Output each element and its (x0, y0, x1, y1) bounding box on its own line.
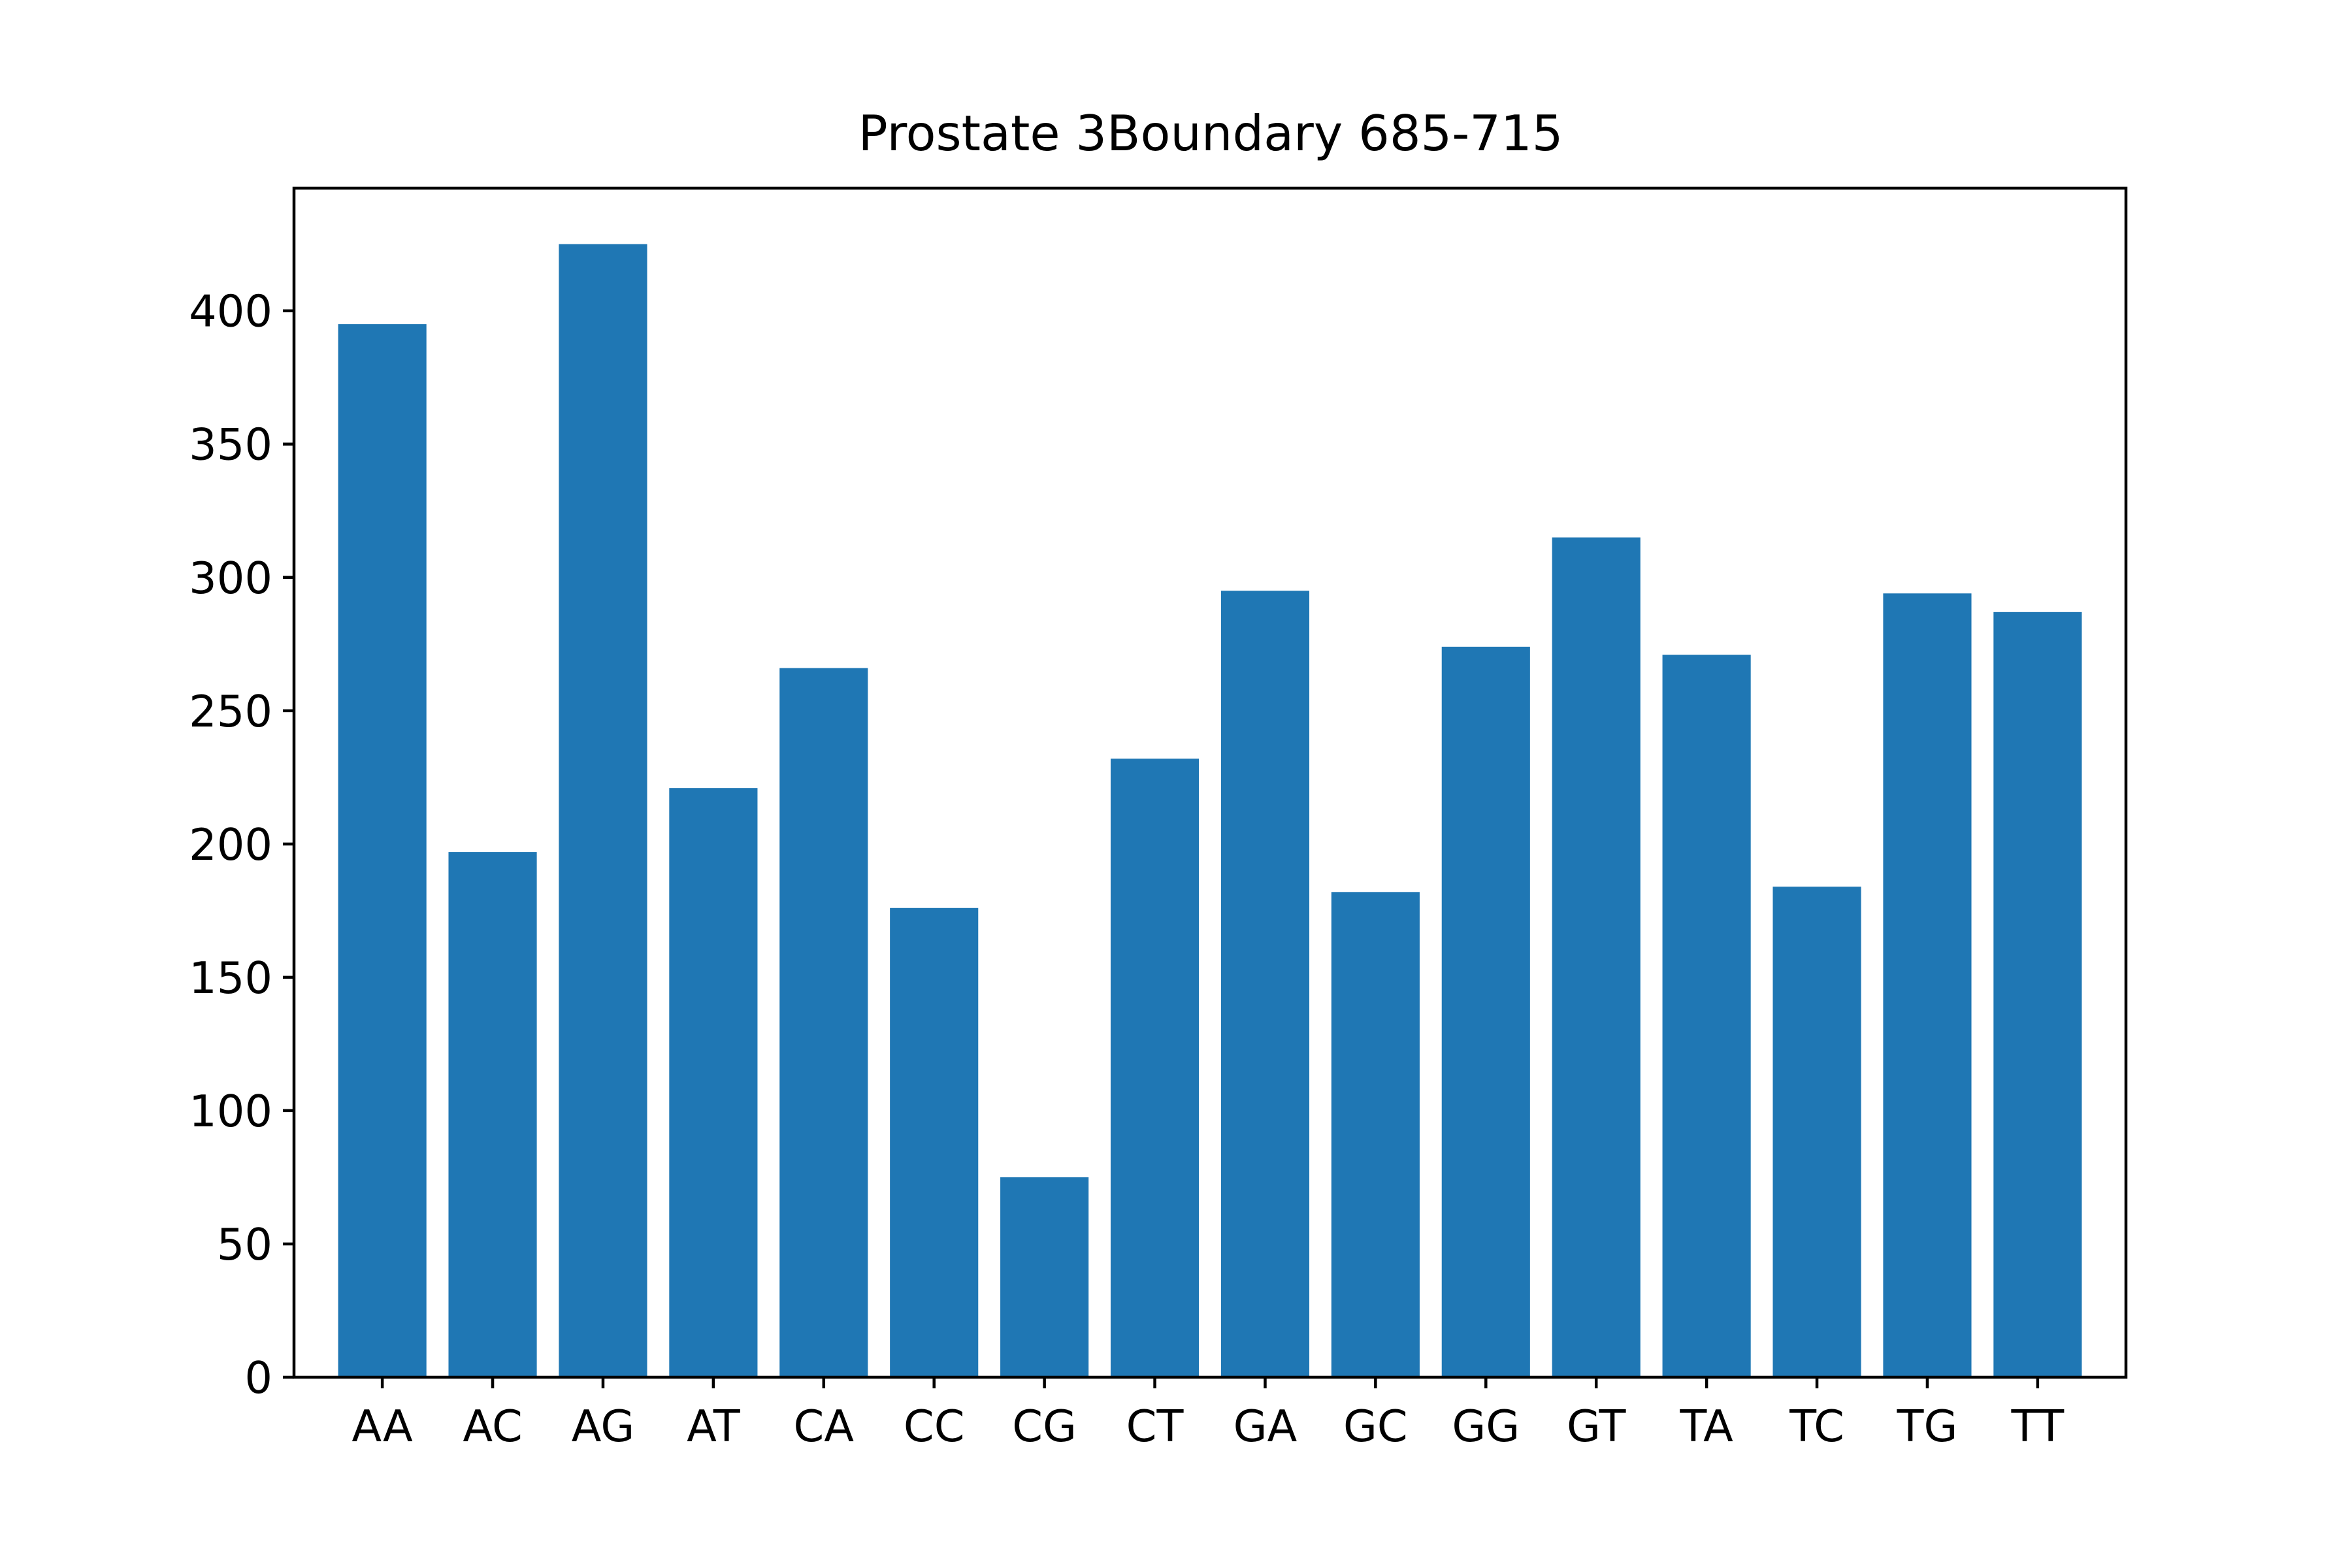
y-tick-label: 150 (189, 953, 272, 1004)
bar-aa (338, 324, 427, 1377)
y-tick-label: 300 (189, 553, 272, 604)
y-tick-label: 50 (217, 1219, 272, 1270)
bar-ta (1662, 655, 1751, 1378)
x-tick-label: CA (793, 1401, 854, 1452)
bar-gg (1441, 646, 1530, 1377)
x-tick-label: AA (351, 1401, 413, 1452)
x-tick-label: GG (1452, 1401, 1520, 1452)
bar-ga (1220, 591, 1310, 1377)
bar-tc (1772, 887, 1861, 1377)
x-tick-label: AG (572, 1401, 635, 1452)
y-tick-label: 400 (189, 286, 272, 337)
x-tick-label: CC (904, 1401, 965, 1452)
x-tick-label: AT (687, 1401, 741, 1452)
bars-group (338, 244, 2082, 1378)
y-axis: 0 50 100 150 200 250 300 350 400 (189, 286, 294, 1403)
bar-gt (1552, 537, 1641, 1377)
bar-gc (1331, 892, 1420, 1377)
bar-ct (1110, 759, 1200, 1377)
x-tick-label: TT (2011, 1401, 2065, 1452)
x-tick-label: AC (463, 1401, 522, 1452)
x-tick-label: TG (1897, 1401, 1958, 1452)
bar-ag (559, 244, 647, 1377)
bar-tt (1993, 612, 2082, 1377)
x-tick-label: CG (1012, 1401, 1077, 1452)
x-tick-label: CT (1126, 1401, 1184, 1452)
bar-ac (448, 852, 537, 1377)
y-tick-label: 0 (244, 1352, 272, 1403)
y-tick-label: 350 (189, 419, 272, 470)
bar-at (669, 788, 758, 1377)
x-tick-label: TA (1679, 1401, 1733, 1452)
bar-ca (779, 668, 868, 1377)
x-axis: AA AC AG AT CA CC CG CT GA GC GG GT TA TC TG TT (351, 1377, 2065, 1452)
bar-tg (1883, 593, 1972, 1377)
x-tick-label: GC (1343, 1401, 1408, 1452)
y-tick-label: 200 (189, 819, 272, 870)
bar-cg (1000, 1177, 1089, 1377)
x-tick-label: TC (1789, 1401, 1844, 1452)
plot-frame (292, 186, 2128, 1379)
bar-cc (890, 907, 979, 1377)
y-tick-label: 250 (189, 686, 272, 737)
x-tick-label: GA (1233, 1401, 1298, 1452)
chart-title: Prostate 3Boundary 685-715 (858, 105, 1563, 162)
x-tick-label: GT (1567, 1401, 1627, 1452)
y-tick-label: 100 (189, 1086, 272, 1137)
